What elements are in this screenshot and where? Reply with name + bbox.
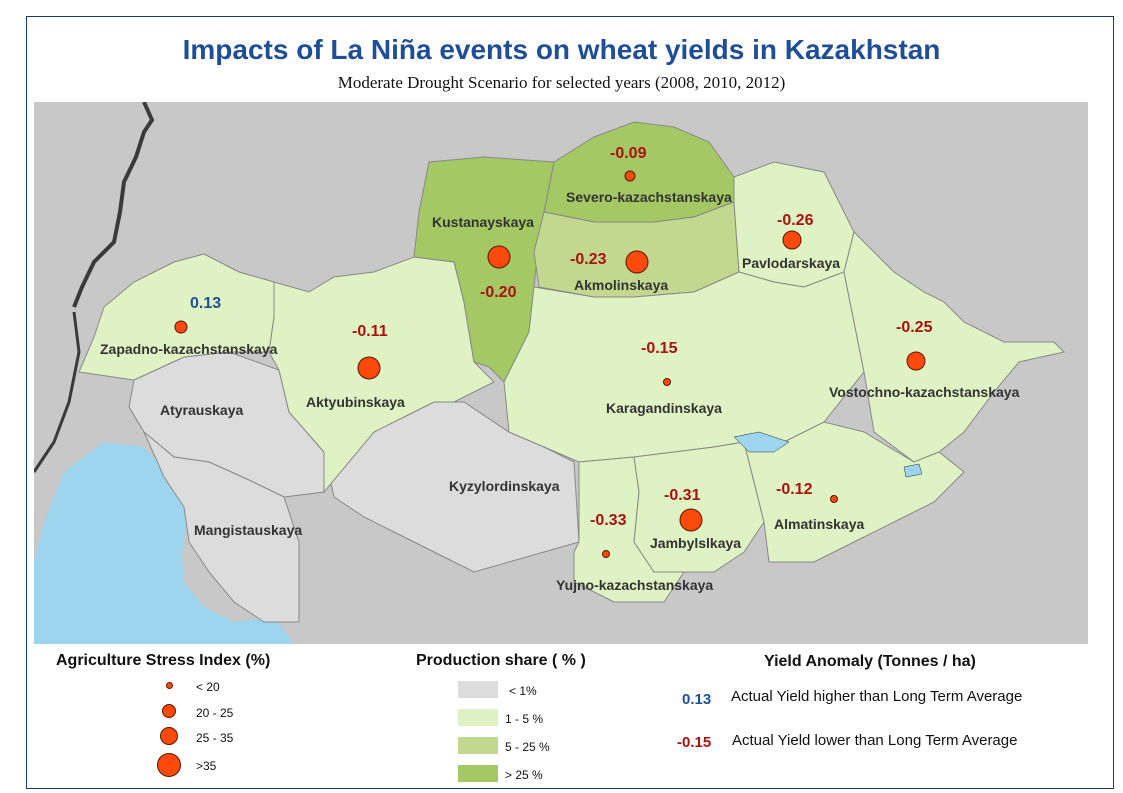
region-label-yujno-kazachstanskaya: Yujno-kazachstanskaya <box>556 577 713 593</box>
legend-anomaly-negative-text: Actual Yield lower than Long Term Averag… <box>732 732 1018 749</box>
stress-dot-karagandinskaya <box>663 378 671 386</box>
stress-dot-severo-kazachstanskaya <box>624 170 636 182</box>
region-shape-mangistauskaya <box>143 431 300 623</box>
region-label-akmolinskaya: Akmolinskaya <box>574 277 668 293</box>
map-canvas: Zapadno-kazachstanskaya Aktyubinskaya Ku… <box>34 102 1088 644</box>
map-subtitle: Moderate Drought Scenario for selected y… <box>337 73 786 92</box>
legend-anomaly-positive-text: Actual Yield higher than Long Term Avera… <box>731 688 1023 705</box>
anomaly-karagandinskaya: -0.15 <box>641 340 678 357</box>
anomaly-zapadno-kazachstanskaya: 0.13 <box>190 295 221 312</box>
legend-share-label-4: > 25 % <box>505 768 543 782</box>
legend-stress-title: Agriculture Stress Index (%) <box>56 652 271 669</box>
region-label-atyrauskaya: Atyrauskaya <box>160 402 243 418</box>
lake-alakol <box>903 463 923 478</box>
anomaly-kustanayskaya: -0.20 <box>480 284 517 301</box>
region-label-aktyubinskaya: Aktyubinskaya <box>306 394 405 410</box>
region-label-kyzylordinskaya: Kyzylordinskaya <box>449 478 560 494</box>
legend-stress-label-2: 20 - 25 <box>196 706 234 720</box>
anomaly-severo-kazachstanskaya: -0.09 <box>610 145 647 162</box>
anomaly-almatinskaya: -0.12 <box>776 481 813 498</box>
map-frame <box>26 16 1114 789</box>
region-label-vostochno-kazachstanskaya: Vostochno-kazachstanskaya <box>829 384 1020 400</box>
region-label-kustanayskaya: Kustanayskaya <box>432 214 534 230</box>
anomaly-vostochno-kazachstanskaya: -0.25 <box>896 319 933 336</box>
anomaly-aktyubinskaya: -0.11 <box>352 323 388 340</box>
legend-stress-dot-medium <box>162 704 176 718</box>
legend-share-swatch-2 <box>458 709 498 726</box>
legend-anomaly-positive-value: 0.13 <box>682 691 712 708</box>
river-volga <box>34 311 81 473</box>
region-label-zapadno-kazachstanskaya: Zapadno-kazachstanskaya <box>100 341 278 357</box>
legend-stress-label-4: >35 <box>196 759 217 773</box>
stress-dot-yujno-kazachstanskaya <box>602 550 610 558</box>
legend-share-label-1: < 1% <box>509 684 537 698</box>
legend-stress-label-3: 25 - 35 <box>196 731 234 745</box>
anomaly-yujno-kazachstanskaya: -0.33 <box>590 512 627 529</box>
legend-anomaly-negative-value: -0.15 <box>677 734 712 751</box>
legend-stress-dot-large <box>160 727 178 745</box>
region-shape-vostochno-kazachstanskaya <box>843 231 1065 463</box>
region-shape-aktyubinskaya <box>268 256 495 494</box>
lake-balkhash <box>733 431 790 453</box>
anomaly-pavlodarskaya: -0.26 <box>777 212 814 229</box>
anomaly-akmolinskaya: -0.23 <box>570 251 607 268</box>
legend-stress-dot-xlarge <box>157 753 181 777</box>
region-label-karagandinskaya: Karagandinskaya <box>606 400 722 416</box>
stress-dot-kustanayskaya <box>487 245 511 269</box>
region-shape-jambylslkaya <box>633 441 765 573</box>
legend-anomaly-title: Yield Anomaly (Tonnes / ha) <box>764 653 976 670</box>
legend-share-label-2: 1 - 5 % <box>505 712 544 726</box>
region-label-pavlodarskaya: Pavlodarskaya <box>742 255 840 271</box>
region-label-mangistauskaya: Mangistauskaya <box>194 522 302 538</box>
stress-dot-vostochno-kazachstanskaya <box>906 351 926 371</box>
legend-share-swatch-3 <box>458 737 498 754</box>
stress-dot-pavlodarskaya <box>782 230 802 250</box>
region-label-severo-kazachstanskaya: Severo-kazachstanskaya <box>566 189 732 205</box>
anomaly-jambylslkaya: -0.31 <box>664 487 701 504</box>
stress-dot-zapadno-kazachstanskaya <box>174 320 188 334</box>
river-ural <box>72 102 155 308</box>
legend-share-label-3: 5 - 25 % <box>505 740 550 754</box>
stress-dot-jambylslkaya <box>679 508 703 532</box>
region-label-almatinskaya: Almatinskaya <box>774 516 864 532</box>
legend-stress-dot-small <box>166 682 173 689</box>
stress-dot-aktyubinskaya <box>357 356 381 380</box>
legend-share-swatch-1 <box>458 681 498 698</box>
map-title: Impacts of La Niña events on wheat yield… <box>182 34 941 65</box>
legend-share-swatch-4 <box>458 765 498 782</box>
stress-dot-almatinskaya <box>830 495 838 503</box>
legend-stress-label-1: < 20 <box>196 680 220 694</box>
legend-share-title: Production share ( % ) <box>416 652 586 669</box>
region-label-jambylslkaya: Jambylslkaya <box>650 535 741 551</box>
region-shape-zapadno-kazachstanskaya <box>78 253 275 381</box>
region-shape-almatinskaya <box>743 421 965 563</box>
caspian-sea <box>34 442 294 644</box>
stress-dot-akmolinskaya <box>625 250 649 274</box>
